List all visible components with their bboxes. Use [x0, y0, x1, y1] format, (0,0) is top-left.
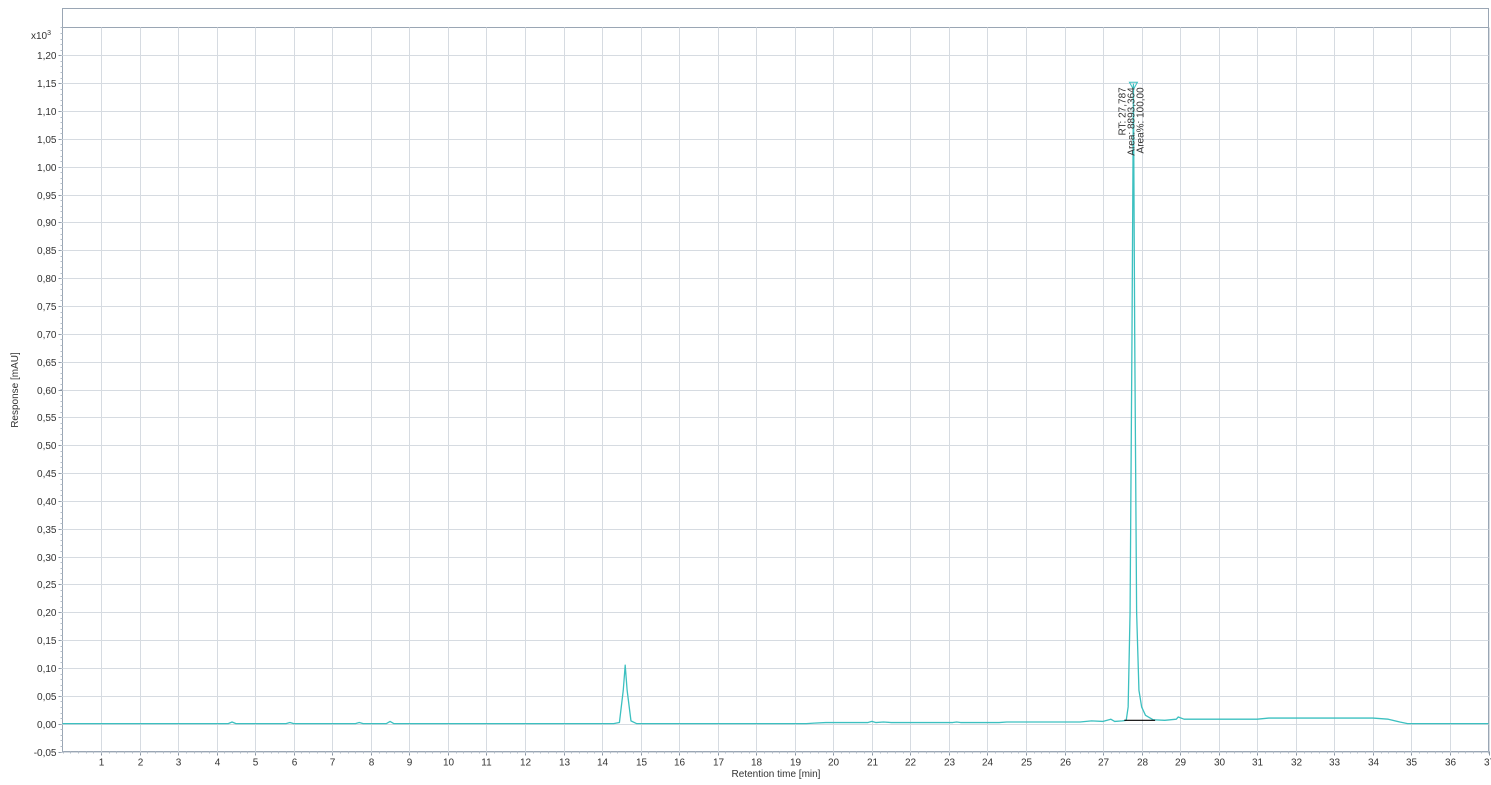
x-tick-label: 1 [99, 758, 105, 769]
tick-layer: -0,05 0,00 0,05 0,10 0,15 0,20 0,25 0,30 0,35 0,4… [34, 27, 1491, 769]
chromatogram-trace [62, 83, 1489, 725]
y-tick-label: 0,50 [37, 441, 57, 452]
x-tick-label: 12 [520, 758, 532, 769]
x-tick-label: 35 [1406, 758, 1418, 769]
x-tick-label: 16 [674, 758, 686, 769]
x-tick-label: 29 [1175, 758, 1187, 769]
peak-label: Area: 8893,364 [1126, 87, 1137, 156]
x-tick-label: 24 [982, 758, 994, 769]
x-tick-label: 20 [828, 758, 840, 769]
x-tick-label: 18 [751, 758, 763, 769]
y-tick-label: 1,10 [37, 107, 57, 118]
x-tick-label: 21 [867, 758, 879, 769]
peak-label: RT: 27,787 [1117, 87, 1128, 136]
x-tick-label: 37 [1484, 758, 1491, 769]
y-tick-label: 0,20 [37, 608, 57, 619]
x-tick-label: 17 [713, 758, 725, 769]
x-tick-label: 6 [292, 758, 298, 769]
series-layer [62, 83, 1489, 725]
y-tick-label: 0,15 [37, 636, 57, 647]
y-tick-label: 0,35 [37, 525, 57, 536]
x-tick-label: 36 [1445, 758, 1457, 769]
y-tick-label: 0,75 [37, 302, 57, 313]
y-tick-label: 1,05 [37, 135, 57, 146]
y-tick-label: 1,15 [37, 79, 57, 90]
x-tick-label: 9 [407, 758, 413, 769]
y-tick-label: 0,30 [37, 553, 57, 564]
y-tick-label: 0,10 [37, 664, 57, 675]
x-tick-label: 26 [1060, 758, 1072, 769]
y-tick-label: 0,80 [37, 274, 57, 285]
x-tick-label: 15 [636, 758, 648, 769]
x-axis-title: Retention time [min] [732, 769, 821, 780]
x-tick-label: 2 [138, 758, 144, 769]
x-tick-label: 7 [330, 758, 336, 769]
y-tick-label: 0,95 [37, 191, 57, 202]
y-tick-label: 0,25 [37, 580, 57, 591]
y-tick-label: -0,05 [34, 748, 57, 759]
x-tick-label: 33 [1329, 758, 1341, 769]
x-tick-label: 25 [1021, 758, 1033, 769]
x-tick-label: 5 [253, 758, 259, 769]
x-tick-label: 22 [905, 758, 917, 769]
x-tick-label: 3 [176, 758, 182, 769]
y-multiplier-base: x10 [31, 31, 48, 42]
y-tick-label: 0,70 [37, 330, 57, 341]
x-tick-label: 30 [1214, 758, 1226, 769]
peak-marker-icon [1128, 81, 1139, 91]
x-tick-label: 28 [1137, 758, 1149, 769]
x-tick-label: 4 [215, 758, 221, 769]
y-tick-label: 0,65 [37, 358, 57, 369]
y-tick-label: 0,60 [37, 386, 57, 397]
x-tick-label: 10 [443, 758, 455, 769]
x-tick-label: 11 [481, 758, 492, 769]
grid-layer [62, 27, 1490, 753]
y-tick-label: 1,00 [37, 163, 57, 174]
chart-frame [62, 8, 1489, 752]
y-tick-label: 0,00 [37, 720, 57, 731]
y-tick-label: 0,40 [37, 497, 57, 508]
x-tick-label: 13 [559, 758, 571, 769]
peak-label: Area%: 100,00 [1135, 87, 1146, 154]
x-tick-label: 8 [369, 758, 375, 769]
y-tick-label: 0,90 [37, 218, 57, 229]
y-tick-label: 0,45 [37, 469, 57, 480]
y-tick-label: 0,05 [37, 692, 57, 703]
y-tick-label: 0,85 [37, 246, 57, 257]
y-tick-label: 0,55 [37, 413, 57, 424]
y-multiplier-exponent: 3 [47, 30, 51, 37]
x-tick-label: 14 [597, 758, 609, 769]
x-tick-label: 27 [1098, 758, 1110, 769]
x-tick-label: 19 [790, 758, 802, 769]
x-tick-label: 31 [1252, 758, 1264, 769]
x-tick-label: 34 [1368, 758, 1380, 769]
x-tick-label: 23 [944, 758, 956, 769]
y-tick-label: 1,20 [37, 51, 57, 62]
y-axis-title: Response [mAU] [10, 352, 21, 428]
y-multiplier-label: x103 [31, 30, 51, 42]
x-tick-label: 32 [1291, 758, 1303, 769]
